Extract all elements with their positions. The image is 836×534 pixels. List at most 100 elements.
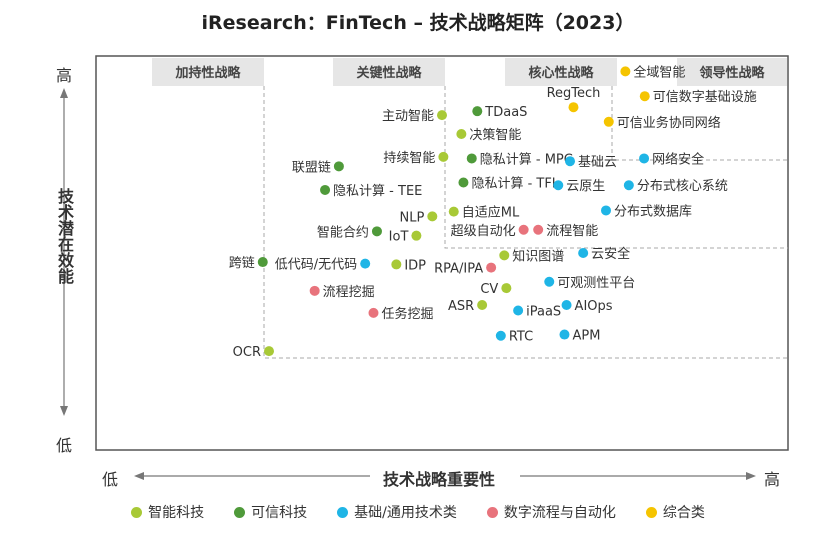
region-header-bg [152,58,264,86]
data-point [544,276,555,287]
data-point [360,258,371,269]
point-label: TDaaS [484,105,527,120]
point-label: 流程挖掘 [323,285,375,300]
point-label: 智能合约 [317,225,369,240]
data-point [438,151,449,162]
legend-marker [486,506,498,518]
point-label: ASR [448,299,474,314]
data-point [472,106,483,117]
legend-item: 综合类 [645,502,705,522]
region-label: 核心性战略 [528,65,594,81]
data-point [309,285,320,296]
point-label: 云安全 [591,246,630,262]
point-label: 自适应ML [462,205,520,221]
data-point [427,211,438,222]
legend: 智能科技 可信科技 基础/通用技术类 数字流程与自动化 综合类 [0,502,836,522]
legend-label: 智能科技 [148,505,205,521]
data-point [603,116,614,127]
point-label: AIOps [575,299,613,314]
point-label: 主动智能 [382,109,434,124]
point-label: NLP [399,210,424,225]
data-point [264,346,274,357]
point-label: IDP [404,258,426,273]
chart-title: iResearch：FinTech – 技术战略矩阵（2023） [201,12,635,34]
data-point [501,283,512,294]
legend-item: 基础/通用技术类 [337,502,457,522]
point-label: 隐私计算 - TEE [333,184,422,199]
point-label: 云原生 [566,179,605,194]
point-label: 知识图谱 [512,248,564,264]
region-label: 关键性战略 [356,65,422,81]
y-axis-high: 高 [56,66,73,85]
region-label: 加持性战略 [174,65,241,81]
data-point [513,305,524,316]
region-boundary [611,86,788,161]
point-label: IoT [389,230,409,245]
point-label: 基础云 [578,155,617,170]
data-point [623,180,634,191]
region-boundary [444,86,788,249]
data-point [518,224,529,235]
point-label: RegTech [547,86,601,101]
legend-item: 智能科技 [131,502,204,522]
data-point [559,329,570,340]
data-point [499,250,510,261]
point-label: 分布式核心系统 [637,179,728,194]
region-label: 领导性战略 [699,65,765,81]
region-header-bg [677,58,787,86]
data-point [411,230,422,241]
data-point [639,153,650,164]
data-point [437,110,447,121]
legend-marker [131,506,143,518]
data-point [568,102,579,113]
data-point [578,248,589,258]
legend-item: 数字流程与自动化 [486,502,616,522]
point-label: iPaaS [526,305,561,320]
legend-marker [337,506,349,518]
point-label: 全域智能 [633,64,685,80]
point-label: APM [572,329,600,344]
point-label: CV [480,282,498,297]
point-label: 流程智能 [546,224,598,239]
point-label: 低代码/无代码 [275,258,357,273]
data-point [553,180,564,191]
data-point [565,156,576,167]
point-label: 跨链 [229,256,255,271]
data-point [601,205,612,216]
point-label: 可信业务协同网络 [617,115,721,131]
x-axis-label: 技术战略重要性 [383,470,496,489]
data-point [533,224,544,235]
point-label: 隐私计算 - MPC [480,152,573,167]
legend-label: 综合类 [662,505,705,521]
region-header-bg [505,58,617,86]
point-label: RTC [509,330,533,345]
x-axis-arrow [134,472,756,480]
data-point [368,307,379,318]
data-point [639,91,650,102]
data-point [495,330,506,341]
legend-label: 可信科技 [251,505,308,521]
point-label: 分布式数据库 [614,203,692,219]
data-point [561,300,572,311]
data-point [371,226,382,237]
data-point [456,129,467,140]
data-point [391,259,402,270]
plot-frame [95,55,789,451]
y-axis-arrow [60,88,68,416]
x-axis-low: 低 [102,470,119,489]
point-label: 可观测性平台 [557,276,635,291]
point-label: 决策智能 [469,127,521,143]
strategy-regions: 加持性战略 关键性战略 核心性战略 领导性战略 [152,58,788,359]
point-label: 任务挖掘 [381,306,433,322]
data-point [466,153,477,164]
legend-marker [234,506,246,518]
data-point [448,206,459,217]
y-axis-label: 技术潜在效能 [55,188,74,284]
data-point [458,177,469,188]
point-label: 网络安全 [652,151,704,167]
point-label: 可信数字基础设施 [653,90,757,105]
legend-label: 数字流程与自动化 [503,505,616,521]
point-label: 持续智能 [383,151,435,166]
